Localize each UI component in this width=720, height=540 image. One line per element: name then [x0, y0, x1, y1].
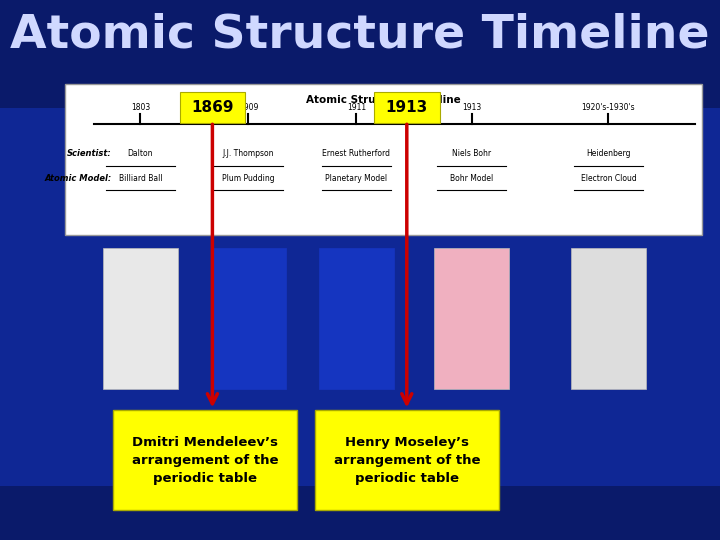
FancyBboxPatch shape	[315, 410, 498, 510]
FancyBboxPatch shape	[571, 248, 647, 389]
Text: Ernest Rutherford: Ernest Rutherford	[323, 150, 390, 158]
Text: Plum Pudding: Plum Pudding	[222, 174, 275, 183]
Text: Atomic Model:: Atomic Model:	[45, 174, 112, 183]
Text: Bohr Model: Bohr Model	[450, 174, 493, 183]
Text: Atomic Structure Timeline: Atomic Structure Timeline	[306, 95, 461, 105]
Text: Niels Bohr: Niels Bohr	[452, 150, 491, 158]
FancyBboxPatch shape	[103, 248, 179, 389]
Text: Scientist:: Scientist:	[67, 150, 112, 158]
Text: 1913: 1913	[462, 103, 481, 112]
Text: Dmitri Mendeleev’s
arrangement of the
periodic table: Dmitri Mendeleev’s arrangement of the pe…	[132, 436, 279, 485]
Text: Atomic Structure Timeline: Atomic Structure Timeline	[10, 12, 710, 58]
FancyBboxPatch shape	[374, 92, 439, 123]
FancyBboxPatch shape	[65, 84, 702, 235]
Bar	[0, 108, 720, 486]
Text: 1869: 1869	[191, 100, 234, 115]
Text: Henry Moseley’s
arrangement of the
periodic table: Henry Moseley’s arrangement of the perio…	[333, 436, 480, 485]
FancyBboxPatch shape	[210, 248, 287, 389]
FancyBboxPatch shape	[433, 248, 510, 389]
Text: Dalton: Dalton	[127, 150, 153, 158]
Text: 1920's-1930's: 1920's-1930's	[582, 103, 635, 112]
FancyBboxPatch shape	[319, 248, 395, 389]
Text: 1803: 1803	[131, 103, 150, 112]
Text: 1913: 1913	[386, 100, 428, 115]
Text: 1911: 1911	[347, 103, 366, 112]
Text: J.J. Thompson: J.J. Thompson	[222, 150, 274, 158]
Text: Heidenberg: Heidenberg	[586, 150, 631, 158]
Text: Planetary Model: Planetary Model	[325, 174, 387, 183]
FancyBboxPatch shape	[113, 410, 297, 510]
Text: Billiard Ball: Billiard Ball	[119, 174, 162, 183]
Text: Electron Cloud: Electron Cloud	[580, 174, 636, 183]
Text: 1909: 1909	[239, 103, 258, 112]
FancyBboxPatch shape	[180, 92, 245, 123]
